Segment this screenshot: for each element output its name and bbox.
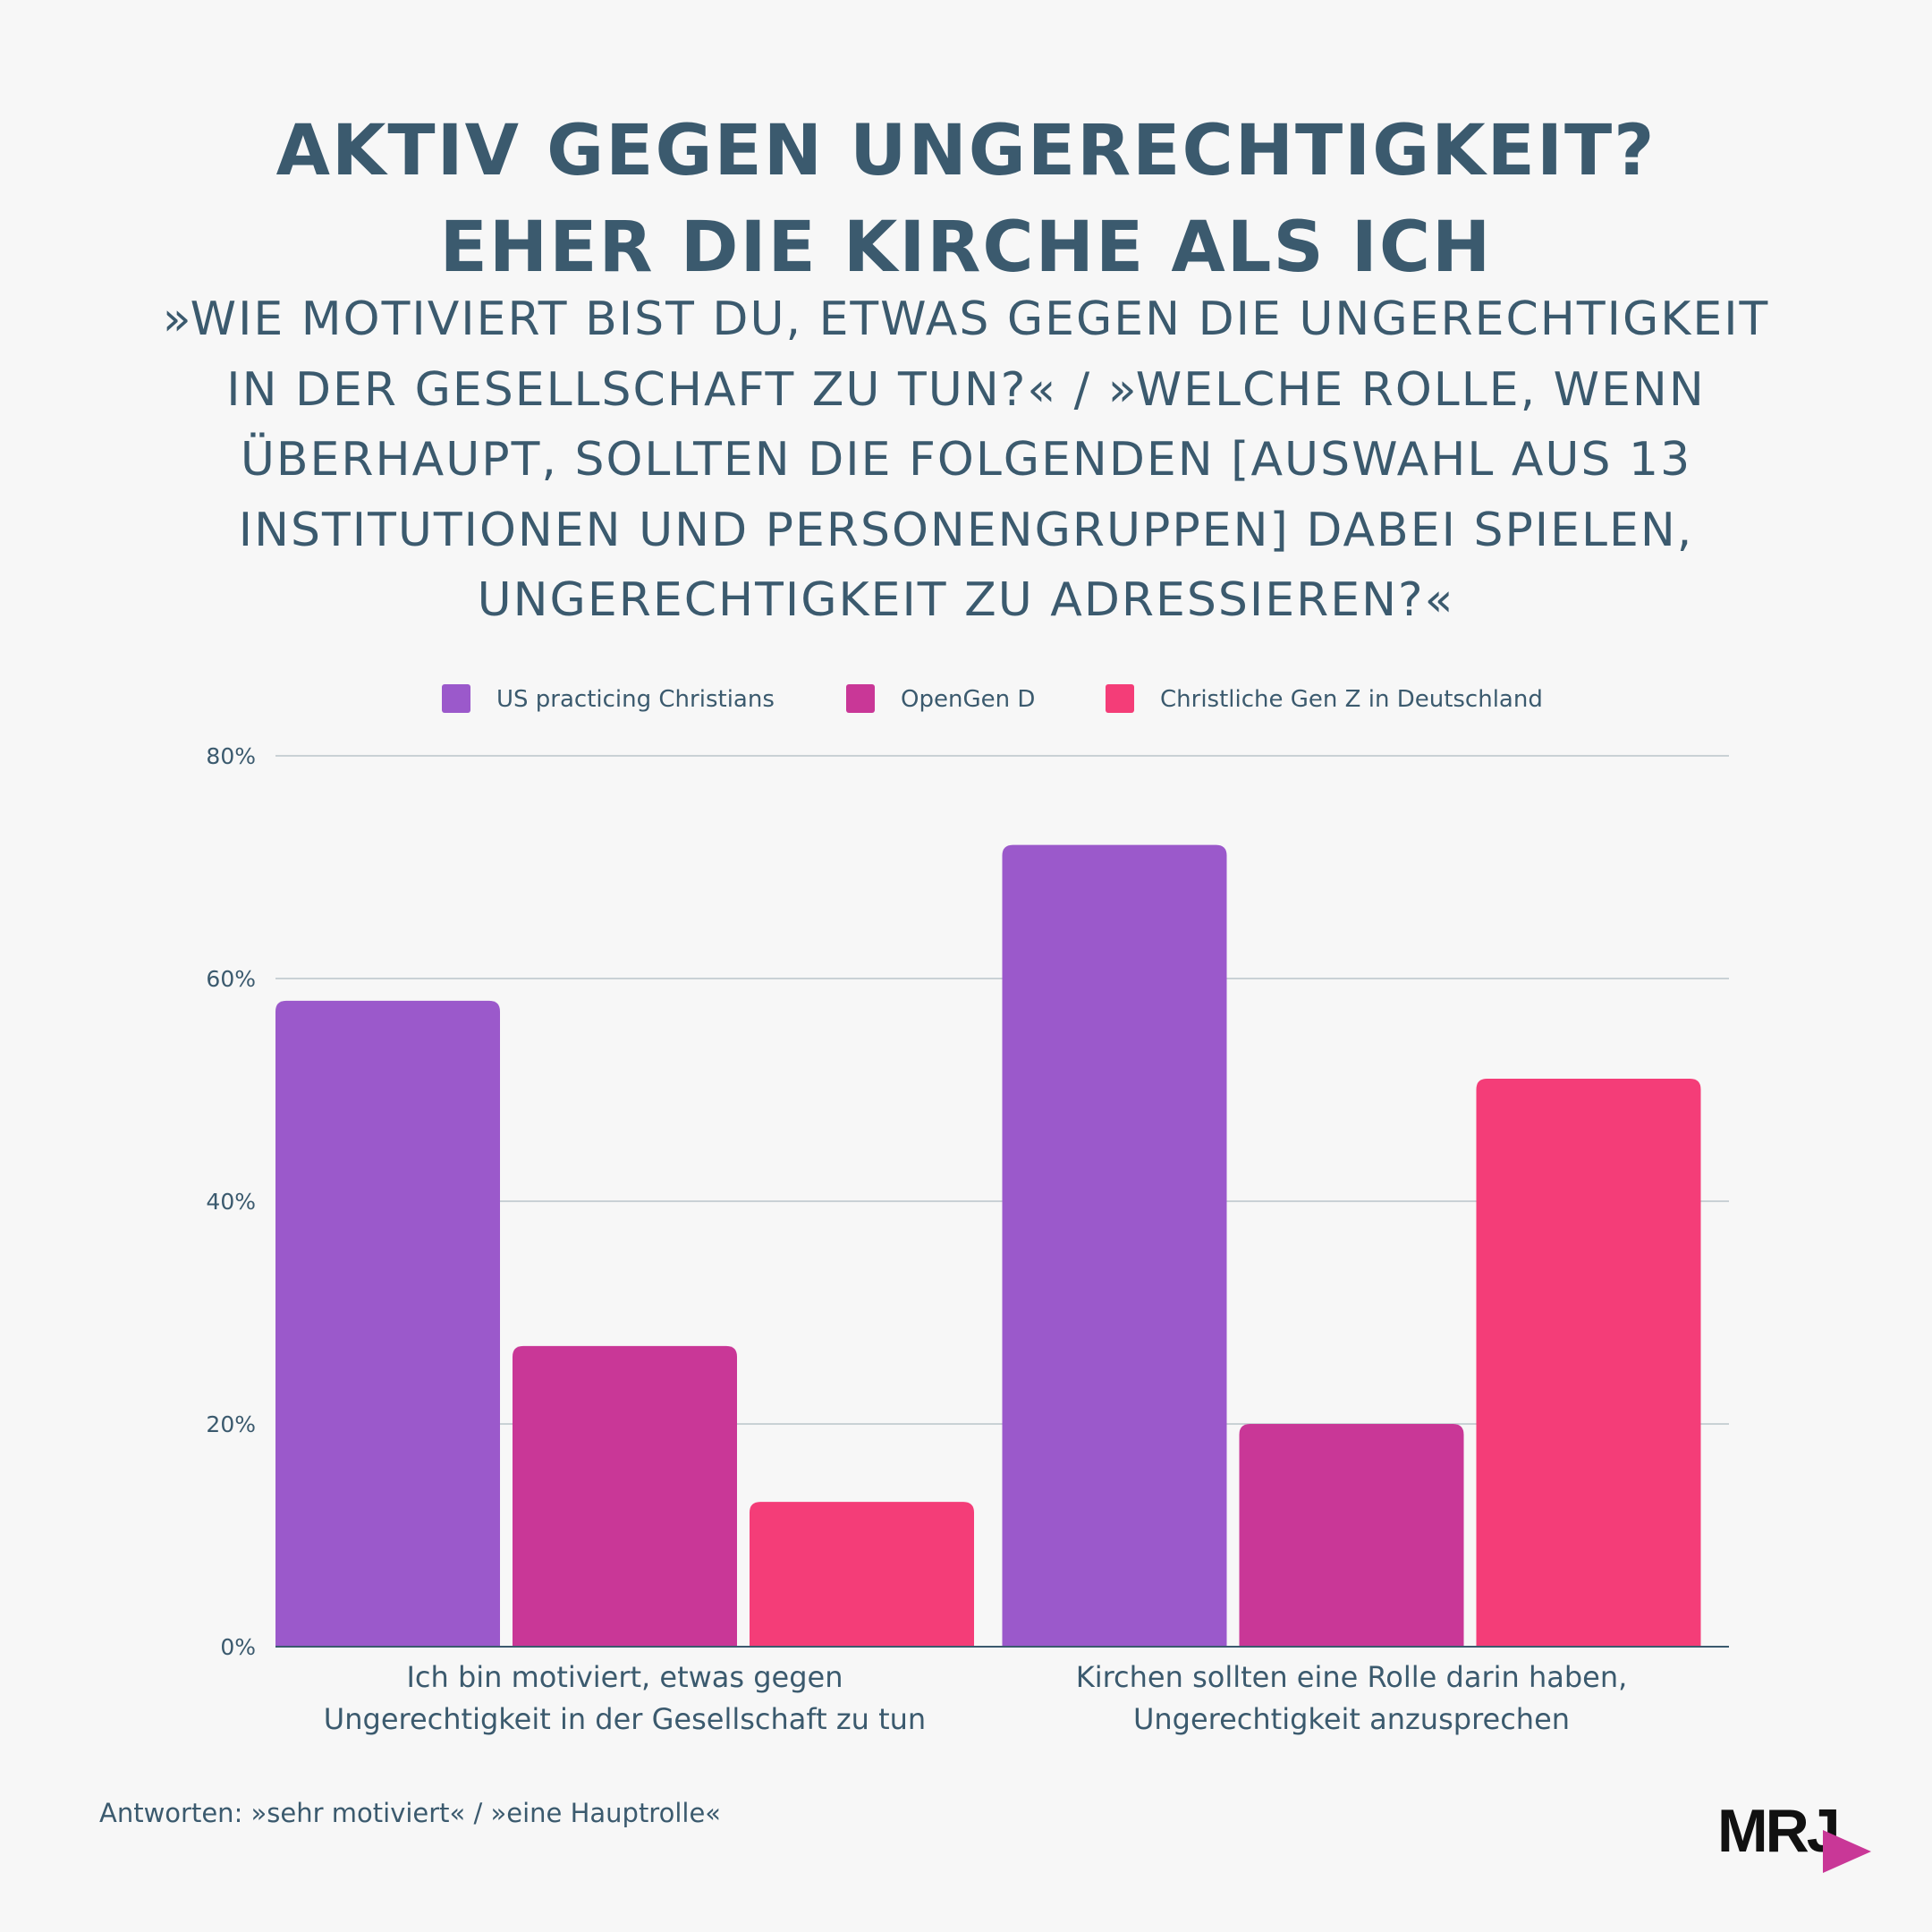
- legend-label: Christliche Gen Z in Deutschland: [1160, 686, 1543, 713]
- chart-title: AKTIV GEGEN UNGERECHTIGKEIT? EHER DIE KI…: [0, 103, 1932, 296]
- chart-subtitle: »WIE MOTIVIERT BIST DU, ETWAS GEGEN DIE …: [54, 284, 1878, 636]
- bar: [750, 1502, 974, 1647]
- category-label: Kirchen sollten eine Rolle darin haben,: [1076, 1660, 1628, 1694]
- bar: [1239, 1424, 1464, 1647]
- subtitle-line-5: UNGERECHTIGKEIT ZU ADRESSIEREN?«: [477, 573, 1455, 627]
- legend-swatch: [442, 684, 470, 713]
- bar: [1476, 1079, 1701, 1647]
- logo-play-icon: [1823, 1830, 1871, 1873]
- subtitle-line-2: IN DER GESELLSCHAFT ZU TUN?« / »WELCHE R…: [226, 362, 1706, 417]
- subtitle-line-4: INSTITUTIONEN UND PERSONENGRUPPEN] DABEI…: [238, 503, 1694, 557]
- bar: [1002, 844, 1227, 1647]
- y-tick-label: 0%: [220, 1634, 256, 1660]
- title-line-1: AKTIV GEGEN UNGERECHTIGKEIT?: [275, 111, 1657, 191]
- mrj-logo: MRJ: [1717, 1798, 1871, 1873]
- subtitle-line-3: ÜBERHAUPT, SOLLTEN DIE FOLGENDEN [AUSWAH…: [240, 433, 1692, 487]
- legend-swatch: [1106, 684, 1134, 713]
- legend-swatch: [846, 684, 875, 713]
- bar: [275, 1000, 500, 1647]
- y-tick-label: 80%: [206, 743, 256, 769]
- y-tick-label: 20%: [206, 1411, 256, 1437]
- logo-text: MRJ: [1717, 1798, 1838, 1865]
- subtitle-line-1: »WIE MOTIVIERT BIST DU, ETWAS GEGEN DIE …: [162, 292, 1770, 346]
- category-label: Ungerechtigkeit anzusprechen: [1133, 1702, 1570, 1736]
- category-label: Ich bin motiviert, etwas gegen: [406, 1660, 843, 1694]
- y-tick-label: 40%: [206, 1189, 256, 1215]
- bar: [513, 1345, 737, 1647]
- y-tick-label: 60%: [206, 966, 256, 992]
- title-line-2: EHER DIE KIRCHE ALS ICH: [439, 208, 1493, 288]
- legend-label: US practicing Christians: [496, 686, 775, 713]
- footnote: Antworten: »sehr motiviert« / »eine Haup…: [99, 1798, 722, 1828]
- category-label: Ungerechtigkeit in der Gesellschaft zu t…: [324, 1702, 926, 1736]
- legend-label: OpenGen D: [901, 686, 1035, 713]
